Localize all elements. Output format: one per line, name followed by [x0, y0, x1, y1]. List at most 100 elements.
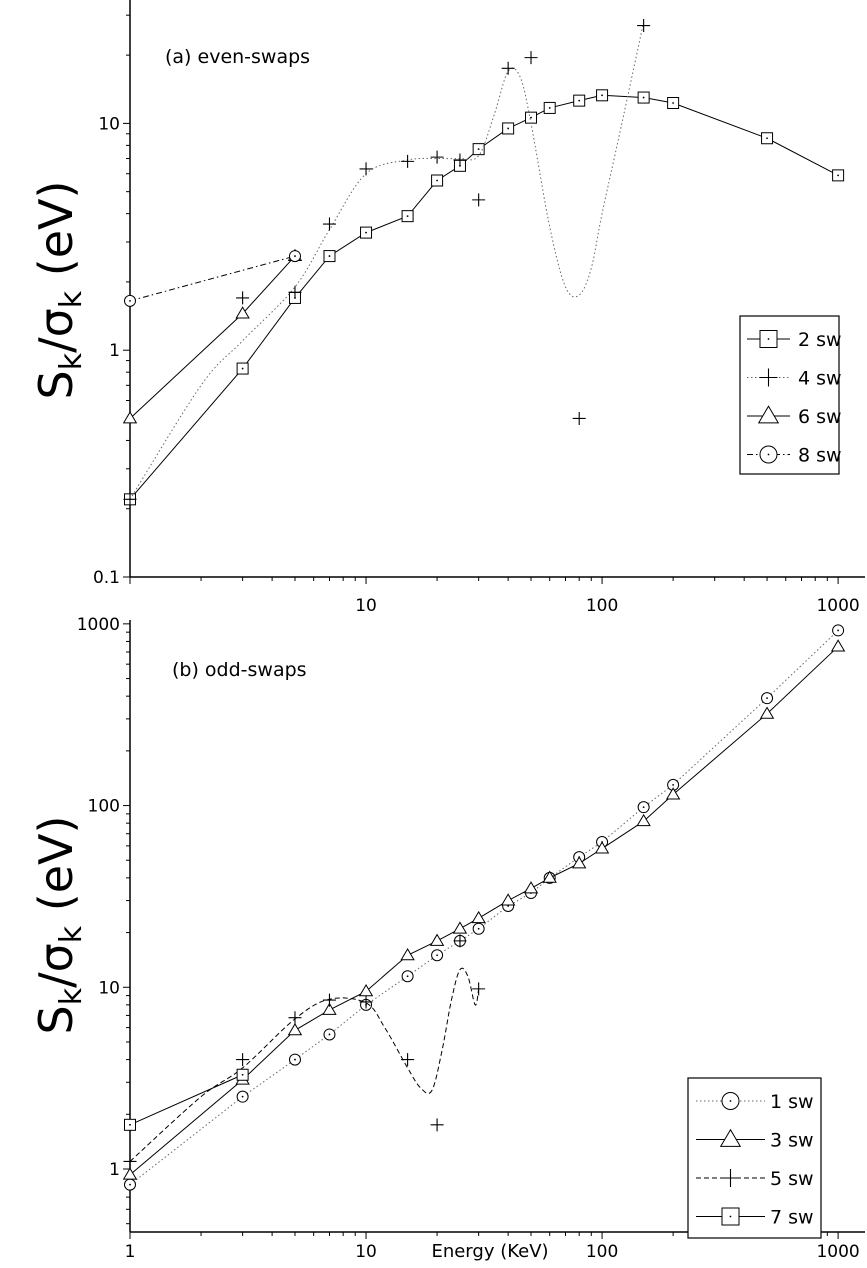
- y-label-sub2: k: [54, 290, 89, 308]
- marker-center-dot: [767, 453, 770, 456]
- x-tick-label: 1000: [816, 596, 859, 616]
- panel-annotation: (a) even-swaps: [165, 46, 310, 68]
- data-point: [359, 995, 373, 1009]
- data-point: [571, 856, 587, 869]
- y-label-sub2: k: [54, 925, 89, 943]
- data-point: [288, 1011, 302, 1025]
- data-point: [358, 984, 374, 997]
- series-line-7-sw: [129, 1074, 243, 1126]
- data-point: [453, 934, 467, 948]
- y-axis-label: Sk/σk (eV): [29, 816, 89, 1035]
- data-point: [430, 150, 444, 164]
- marker-center-dot: [672, 102, 675, 104]
- chart-panel-even-swaps: 10 100 1000 0.1 1 10 (a) even-swaps Sk/σk (eV…: [29, 0, 865, 616]
- series-line-8-sw: [129, 255, 296, 302]
- series-line-1-sw: [129, 630, 839, 1186]
- marker-center-dot: [477, 148, 480, 151]
- marker-center-dot: [241, 1095, 244, 1098]
- y-label-unit: (eV): [29, 181, 83, 291]
- data-point: [236, 291, 250, 305]
- panel-annotation: (b) odd-swaps: [172, 659, 307, 681]
- marker-center-dot: [129, 1183, 131, 1186]
- axis-ticks: [123, 14, 839, 584]
- marker-center-dot: [507, 905, 510, 907]
- data-point: [542, 870, 557, 883]
- x-tick-label: 1: [125, 1242, 136, 1262]
- marker-center-dot: [766, 137, 768, 140]
- y-tick-label: 1000: [77, 615, 120, 635]
- legend-label: 1 sw: [770, 1091, 814, 1113]
- marker-center-dot: [436, 179, 438, 182]
- legend-label: 8 sw: [798, 445, 842, 467]
- series-2-sw: [124, 89, 845, 506]
- y-label-sep: /σ: [29, 943, 83, 988]
- data-point: [572, 411, 586, 425]
- legend-label: 6 sw: [798, 406, 842, 428]
- data-point: [322, 993, 336, 1007]
- data-point: [471, 910, 486, 924]
- legend-item: 6 sw: [747, 405, 842, 428]
- chart-panel-odd-swaps: 1 10 100 1000 1 10 100 1000 (b) odd-swaps Sk/σk…: [29, 615, 865, 1262]
- marker-center-dot: [729, 1215, 732, 1218]
- y-axis-label: Sk/σk (eV): [29, 181, 89, 400]
- marker-center-dot: [548, 107, 551, 109]
- marker-center-dot: [507, 127, 510, 130]
- series-line-5-sw: [129, 967, 480, 1162]
- series-6-sw: [122, 248, 303, 424]
- marker-center-dot: [578, 99, 581, 102]
- data-point: [123, 492, 137, 506]
- data-point: [288, 285, 302, 299]
- legend-items: 2 sw 4 sw 6 sw 8 sw: [747, 329, 842, 467]
- x-tick-label: 100: [586, 596, 618, 616]
- marker-center-dot: [729, 1100, 732, 1102]
- data-point: [236, 1053, 250, 1067]
- x-tick-label: 1000: [816, 1242, 859, 1262]
- y-tick-label: 10: [98, 978, 120, 998]
- marker-center-dot: [129, 299, 131, 302]
- data-point: [759, 706, 775, 719]
- series-line-2-sw: [129, 94, 839, 500]
- legend-label: 5 sw: [770, 1168, 814, 1190]
- data-point: [122, 411, 138, 424]
- data-point: [637, 19, 651, 33]
- marker-center-dot: [406, 975, 409, 978]
- marker-center-dot: [129, 1123, 131, 1126]
- marker-center-dot: [530, 116, 532, 119]
- data-point: [452, 921, 468, 934]
- legend-item: 5 sw: [696, 1168, 814, 1190]
- series-line-4-sw: [129, 21, 645, 500]
- data-point: [429, 933, 445, 946]
- marker-center-dot: [477, 927, 480, 930]
- y-label-sub1: k: [54, 987, 89, 1005]
- data-point: [472, 982, 486, 996]
- x-axis-label: Energy (KeV): [431, 1241, 548, 1262]
- marker-center-dot: [241, 367, 244, 370]
- marker-center-dot: [365, 231, 367, 234]
- marker-center-dot: [766, 697, 768, 700]
- y-label-main: S: [29, 1005, 83, 1034]
- data-point: [235, 306, 250, 319]
- marker-center-dot: [672, 783, 675, 786]
- x-tick-label: 10: [355, 1242, 377, 1262]
- data-point: [472, 193, 486, 207]
- data-point: [453, 153, 467, 167]
- marker-center-dot: [241, 1073, 244, 1076]
- series-line-6-sw: [129, 255, 296, 419]
- data-point: [501, 61, 515, 75]
- legend-items: 1 sw 3 sw 5 sw 7 sw: [696, 1091, 814, 1229]
- series-3-sw: [122, 639, 846, 1180]
- marker-center-dot: [601, 94, 603, 97]
- legend-label: 3 sw: [770, 1130, 814, 1152]
- legend-item: 7 sw: [696, 1207, 814, 1229]
- y-tick-label: 10: [98, 114, 120, 134]
- legend-marker: [757, 405, 780, 424]
- plot-area: [122, 624, 846, 1191]
- legend-item: 2 sw: [747, 329, 842, 351]
- legend: 1 sw 3 sw 5 sw 7 sw: [687, 1077, 822, 1239]
- tick-labels: 10 100 1000 0.1 1 10: [93, 114, 860, 616]
- data-point: [523, 881, 539, 894]
- data-point: [665, 787, 681, 800]
- y-tick-label: 0.1: [93, 568, 120, 588]
- plot-area: [122, 19, 845, 506]
- data-point: [430, 1118, 444, 1132]
